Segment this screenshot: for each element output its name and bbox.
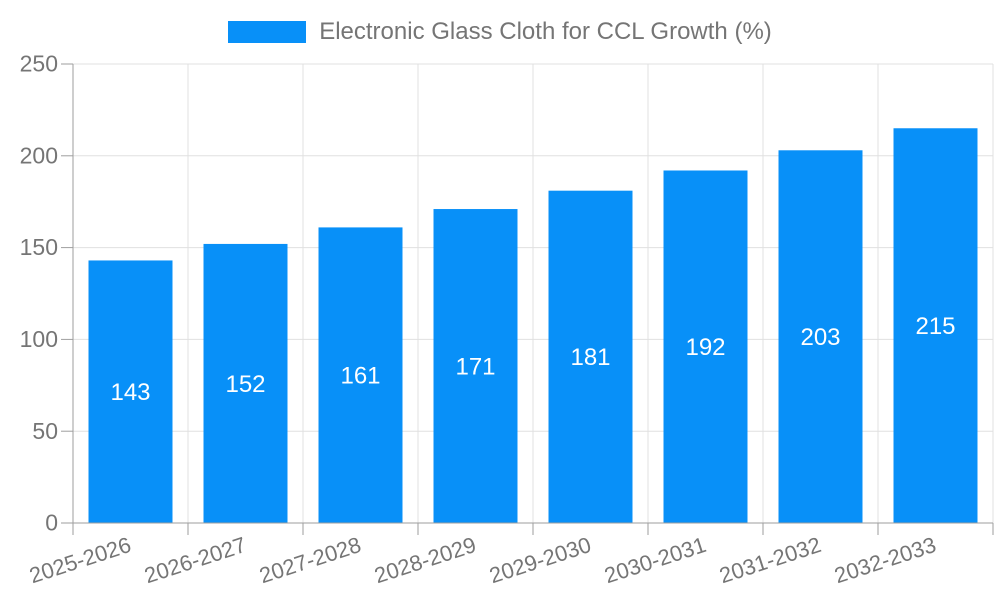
bar-value-label: 215 [915,313,955,340]
legend-swatch[interactable] [228,21,307,43]
bar-2029-2030[interactable] [548,190,633,523]
bar-2032-2033[interactable] [893,128,978,523]
bar-value-label: 181 [570,344,610,371]
bar-value-label: 192 [685,334,725,361]
bar-value-label: 152 [225,371,265,398]
x-tick-label: 2032-2033 [831,532,939,588]
bar-value-label: 171 [455,353,495,380]
x-tick-label: 2026-2027 [141,532,249,588]
y-tick-label: 50 [32,418,58,444]
x-tick-label: 2030-2031 [601,532,709,588]
bar-2026-2027[interactable] [203,243,288,524]
x-tick-label: 2028-2029 [371,532,479,588]
y-tick-label: 100 [20,326,58,352]
bar-2031-2032[interactable] [778,150,863,524]
bar-2030-2031[interactable] [663,170,748,523]
x-tick-label: 2029-2030 [486,532,594,588]
y-tick-label: 200 [20,142,58,168]
legend[interactable]: Electronic Glass Cloth for CCL Growth (%… [0,18,1000,46]
y-tick-label: 250 [20,51,58,77]
bar-2028-2029[interactable] [433,209,518,523]
bar-value-label: 143 [110,379,150,406]
x-tick-label: 2031-2032 [716,532,824,588]
bar-2027-2028[interactable] [318,227,403,524]
bar-2025-2026[interactable] [88,260,173,523]
y-tick-label: 0 [45,510,58,536]
x-tick-label: 2027-2028 [256,532,364,588]
bar-value-label: 203 [800,324,840,351]
bar-value-label: 161 [340,363,380,390]
legend-label[interactable]: Electronic Glass Cloth for CCL Growth (%… [319,18,772,45]
x-tick-label: 2025-2026 [26,532,134,588]
y-tick-label: 150 [20,234,58,260]
